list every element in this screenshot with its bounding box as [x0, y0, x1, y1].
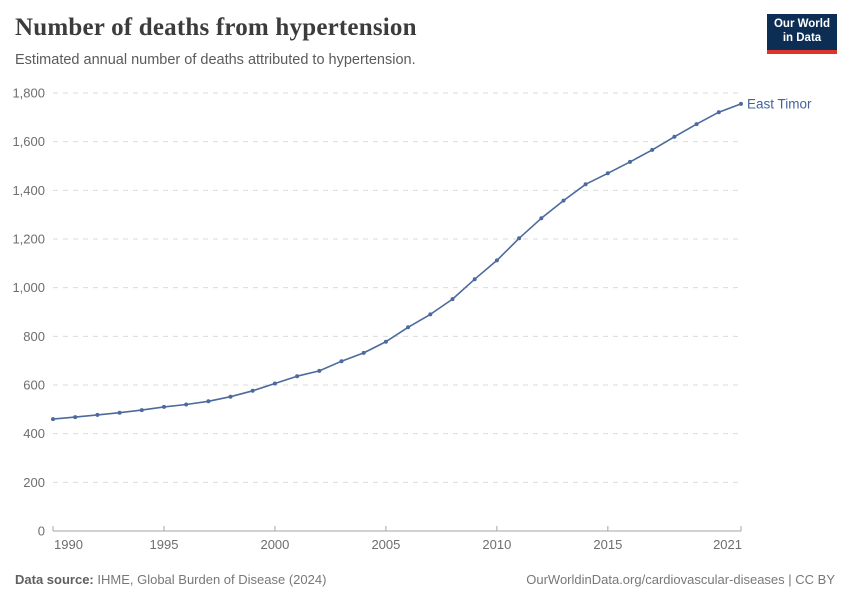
x-tick-label-2000: 2000	[260, 537, 289, 552]
x-tick-label-2021: 2021	[713, 537, 742, 552]
data-point-2001[interactable]	[295, 374, 300, 379]
data-point-1993[interactable]	[117, 410, 122, 415]
data-point-2002[interactable]	[317, 368, 322, 373]
data-point-1998[interactable]	[228, 394, 233, 399]
y-tick-label-1200: 1,200	[12, 232, 45, 247]
chart-footer: Data source: IHME, Global Burden of Dise…	[15, 572, 835, 587]
x-tick-label-1990: 1990	[54, 537, 83, 552]
chart-subtitle: Estimated annual number of deaths attrib…	[15, 52, 416, 68]
y-tick-label-0: 0	[38, 524, 45, 539]
data-point-1994[interactable]	[139, 408, 144, 413]
line-chart-canvas[interactable]: 0 200 400 600 800 1,000 1,200 1,400 1,600 1,800 19…	[0, 78, 850, 568]
x-tick-label-2010: 2010	[482, 537, 511, 552]
data-point-1991[interactable]	[73, 415, 78, 420]
data-point-2016[interactable]	[628, 159, 632, 164]
data-point-2013[interactable]	[561, 198, 566, 203]
y-tick-label-1400: 1,400	[12, 183, 45, 198]
data-point-1997[interactable]	[206, 399, 211, 404]
data-point-1995[interactable]	[162, 404, 166, 409]
data-point-2010[interactable]	[494, 258, 499, 263]
data-point-1996[interactable]	[184, 402, 189, 407]
x-tick-label-2015: 2015	[593, 537, 622, 552]
y-tick-label-1600: 1,600	[12, 134, 45, 149]
owid-logo-line1: Our World	[773, 18, 830, 30]
line-series-east-timor[interactable]	[52, 103, 742, 420]
data-point-1990[interactable]	[51, 417, 55, 422]
data-point-2007[interactable]	[428, 312, 433, 317]
data-point-2003[interactable]	[339, 359, 344, 364]
data-point-2009[interactable]	[472, 277, 477, 282]
data-point-2015[interactable]	[605, 171, 610, 176]
x-tick-label-2005: 2005	[371, 537, 400, 552]
owid-logo-line2: in Data	[782, 32, 822, 44]
data-source-text: IHME, Global Burden of Disease (2024)	[93, 572, 327, 587]
data-point-2004[interactable]	[361, 350, 366, 355]
owid-logo[interactable]: Our World in Data	[767, 14, 837, 54]
data-point-2017[interactable]	[650, 147, 655, 152]
data-point-2018[interactable]	[672, 134, 677, 139]
data-point-2011[interactable]	[517, 236, 522, 241]
series-end-label[interactable]: East Timor	[747, 96, 812, 111]
data-point-2005[interactable]	[383, 339, 388, 344]
y-tick-label-600: 600	[23, 378, 45, 393]
y-tick-label-1800: 1,800	[12, 86, 45, 101]
data-point-2012[interactable]	[539, 216, 544, 221]
x-tick-label-1995: 1995	[150, 537, 179, 552]
data-point-2020[interactable]	[716, 110, 721, 115]
credit-link[interactable]: OurWorldinData.org/cardiovascular-diseas…	[526, 572, 835, 587]
y-tick-label-200: 200	[23, 475, 45, 490]
data-point-2006[interactable]	[406, 325, 411, 330]
data-point-2019[interactable]	[694, 122, 699, 127]
data-source-label: Data source:	[15, 572, 94, 587]
data-point-2000[interactable]	[272, 381, 277, 386]
y-tick-label-1000: 1,000	[12, 280, 45, 295]
data-point-1992[interactable]	[95, 412, 100, 417]
data-point-2008[interactable]	[450, 297, 455, 302]
data-point-2014[interactable]	[583, 182, 588, 187]
page-title: Number of deaths from hypertension	[15, 14, 417, 41]
y-tick-label-800: 800	[23, 329, 45, 344]
data-point-1999[interactable]	[250, 388, 255, 393]
y-tick-label-400: 400	[23, 426, 45, 441]
data-point-2021[interactable]	[739, 101, 743, 106]
data-source-note: Data source: IHME, Global Burden of Dise…	[15, 572, 326, 587]
